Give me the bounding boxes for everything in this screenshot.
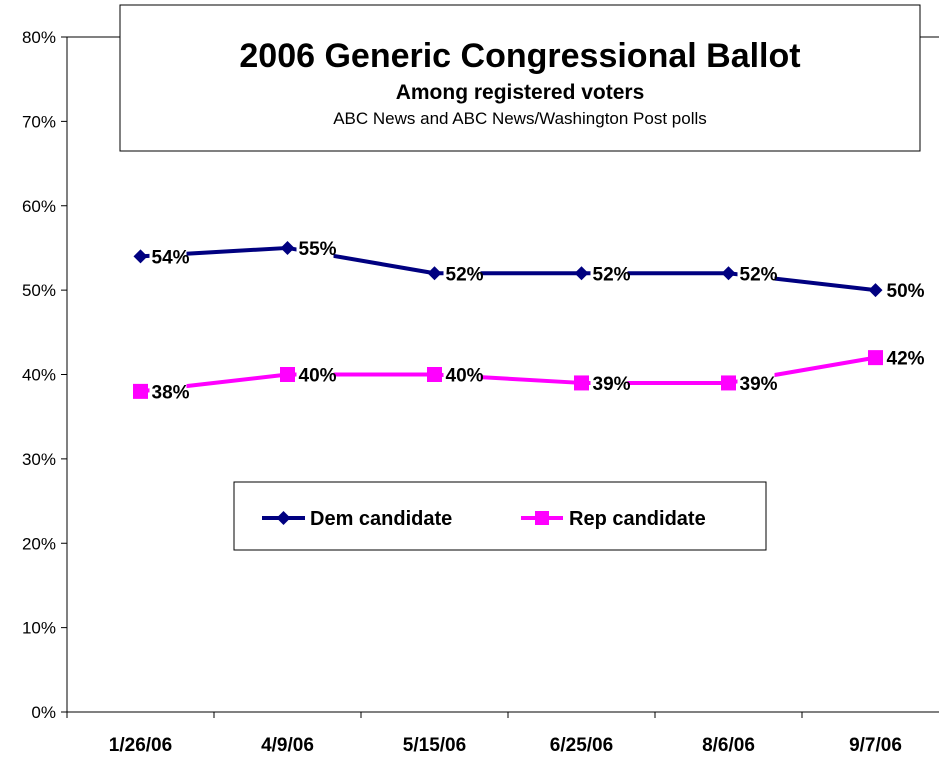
data-point-diamond — [427, 266, 442, 281]
x-category-label: 9/7/06 — [849, 735, 902, 756]
data-point-diamond — [868, 283, 883, 298]
x-category-label: 4/9/06 — [261, 735, 314, 756]
data-label-bg — [443, 263, 481, 286]
y-tick-label: 60% — [22, 197, 56, 216]
data-label: 52% — [740, 264, 778, 285]
series-layer: 54% 55% 52% 52% 52% 50% 38% 40% 40% 39% 39% 42% — [133, 237, 925, 404]
y-tick-label: 10% — [22, 619, 56, 638]
data-label: 40% — [299, 366, 337, 387]
data-label-bg — [149, 246, 187, 269]
y-tick-label: 80% — [22, 28, 56, 47]
data-label-bg — [590, 263, 628, 286]
x-category-label: 1/26/06 — [109, 735, 172, 756]
y-tick-label: 30% — [22, 450, 56, 469]
data-point-square — [574, 375, 589, 391]
data-label: 55% — [299, 239, 337, 260]
data-label-bg — [737, 263, 775, 286]
data-label: 54% — [152, 247, 190, 268]
data-label: 52% — [593, 264, 631, 285]
data-label-bg — [884, 280, 922, 303]
data-point-diamond — [133, 249, 148, 264]
title-box: 2006 Generic Congressional Ballot Among … — [119, 4, 921, 152]
data-point-square — [280, 367, 295, 382]
data-point-square — [868, 350, 883, 366]
data-label: 40% — [446, 366, 484, 387]
legend: Dem candidate Rep candidate — [233, 481, 767, 551]
legend-dem-label: Dem candidate — [310, 508, 452, 530]
data-label: 52% — [446, 264, 484, 285]
legend-rep-marker-icon — [535, 511, 549, 525]
x-category-label: 8/6/06 — [702, 735, 755, 756]
legend-frame — [233, 481, 767, 551]
data-label-bg — [296, 237, 334, 260]
data-point-square — [133, 383, 148, 399]
data-label-bg — [884, 347, 922, 370]
data-label: 38% — [152, 382, 190, 403]
y-tick-label: 50% — [22, 281, 56, 300]
data-label-bg — [737, 372, 775, 395]
y-tick-label: 20% — [22, 534, 56, 553]
data-point-diamond — [721, 266, 736, 281]
chart-axes: 0% 10% 20% 30% 40% 50% 60% 70% 80% 1/26/06 4/9/06 5… — [22, 28, 939, 756]
y-tick-label: 40% — [22, 366, 56, 385]
data-label-bg — [149, 381, 187, 404]
y-tick-label: 0% — [31, 703, 56, 722]
data-label: 42% — [887, 349, 925, 370]
data-label-bg — [590, 372, 628, 395]
data-label: 39% — [593, 374, 631, 395]
title-box-frame — [119, 4, 921, 152]
data-label: 50% — [887, 281, 925, 302]
data-label-bg — [296, 364, 334, 387]
y-tick-label: 70% — [22, 112, 56, 131]
data-label-bg — [443, 364, 481, 387]
x-category-label: 6/25/06 — [550, 735, 613, 756]
chart-source: ABC News and ABC News/Washington Post po… — [333, 109, 707, 128]
chart-title: 2006 Generic Congressional Ballot — [239, 37, 800, 75]
data-point-diamond — [574, 266, 589, 281]
data-point-diamond — [280, 240, 295, 255]
legend-rep-label: Rep candidate — [569, 508, 706, 530]
series-rep: 38% 40% 40% 39% 39% 42% — [133, 347, 925, 404]
data-label: 39% — [740, 374, 778, 395]
data-point-square — [427, 367, 442, 382]
legend-dem-marker-icon — [276, 511, 291, 525]
series-dem: 54% 55% 52% 52% 52% 50% — [133, 237, 925, 303]
data-point-square — [721, 375, 736, 391]
x-category-label: 5/15/06 — [403, 735, 466, 756]
chart-subtitle: Among registered voters — [396, 81, 645, 104]
